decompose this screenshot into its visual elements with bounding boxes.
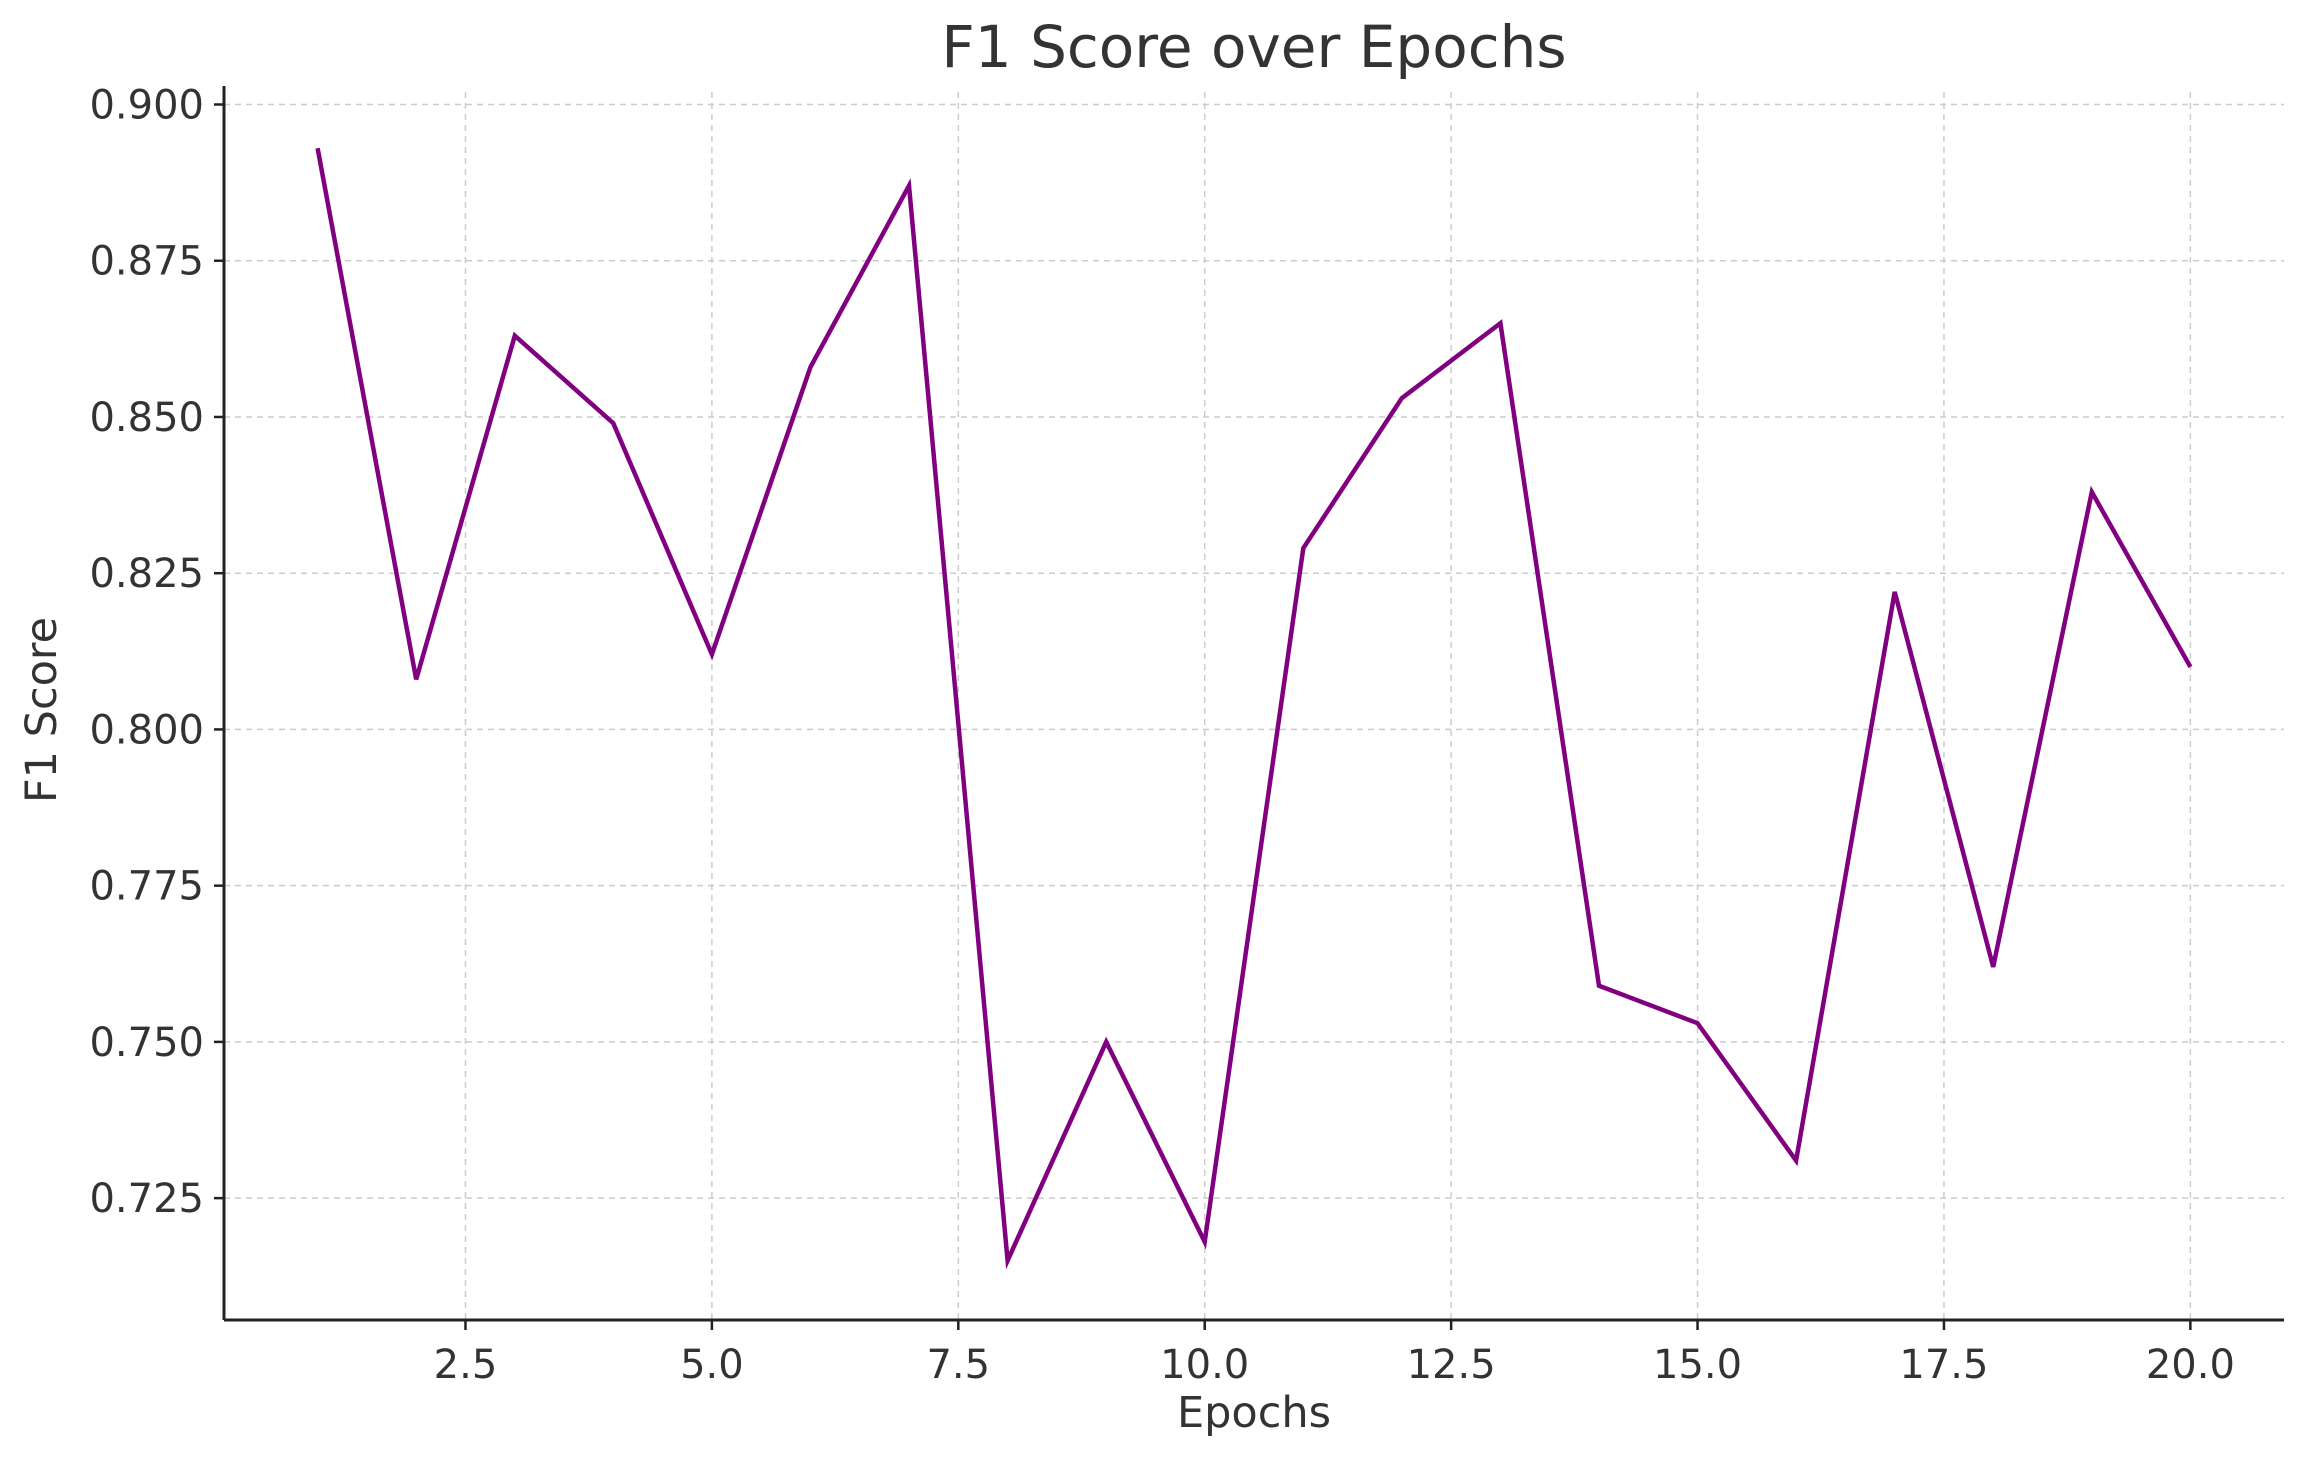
y-tick-label: 0.900 — [89, 82, 204, 128]
x-tick-label: 15.0 — [1653, 1342, 1742, 1388]
x-tick-label: 2.5 — [434, 1342, 498, 1388]
y-tick-label: 0.800 — [89, 707, 204, 753]
y-tick-label: 0.725 — [89, 1176, 204, 1222]
series-line — [315, 147, 2193, 1270]
x-tick-label: 7.5 — [926, 1342, 990, 1388]
grid-lines — [224, 92, 2284, 1320]
axes — [214, 86, 2284, 1330]
x-tick-label: 20.0 — [2146, 1342, 2235, 1388]
x-axis-label: Epochs — [1177, 1388, 1331, 1438]
x-tick-label: 12.5 — [1407, 1342, 1496, 1388]
x-tick-label: 10.0 — [1160, 1342, 1249, 1388]
series-group — [315, 147, 2193, 1270]
y-tick-label: 0.875 — [89, 239, 204, 285]
x-tick-label: 17.5 — [1899, 1342, 1988, 1388]
y-tick-label: 0.850 — [89, 395, 204, 441]
y-axis-label: F1 Score — [17, 617, 67, 803]
tick-labels: 2.5 5.0 7.5 10.0 12.5 15.0 17.5 20.0 0.725 0.750 0… — [89, 82, 2234, 1388]
y-tick-label: 0.750 — [89, 1020, 204, 1066]
y-tick-label: 0.825 — [89, 551, 204, 597]
chart-title: F1 Score over Epochs — [941, 13, 1566, 81]
y-tick-label: 0.775 — [89, 864, 204, 910]
x-tick-label: 5.0 — [680, 1342, 744, 1388]
